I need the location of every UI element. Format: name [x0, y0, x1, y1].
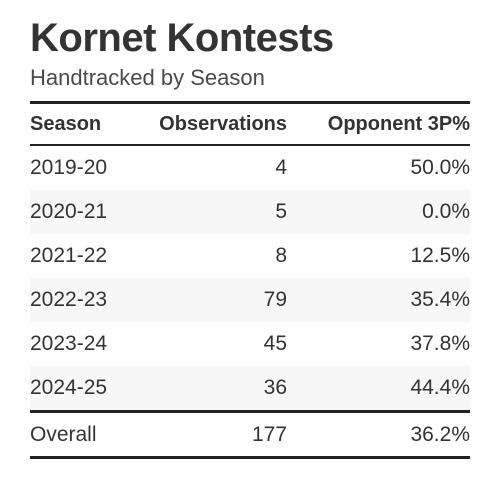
table-row: 2021-22 8 12.5% [30, 234, 470, 278]
stats-card: Kornet Kontests Handtracked by Season Se… [30, 14, 470, 459]
observations-cell: 8 [275, 244, 287, 267]
season-cell: 2020-21 [30, 190, 130, 234]
season-cell: 2023-24 [30, 332, 108, 355]
observations-cell: 5 [130, 190, 287, 234]
table-row: 2024-25 36 44.4% [30, 366, 470, 412]
summary-label: Overall [30, 422, 97, 446]
stats-table: Season Observations Opponent 3P% 2019-20… [30, 101, 470, 459]
summary-row: Overall 177 36.2% [30, 411, 470, 458]
season-cell: 2022-23 [30, 278, 130, 322]
page-title: Kornet Kontests [30, 16, 334, 60]
table-row: 2022-23 79 35.4% [30, 278, 470, 322]
table-row: 2019-20 4 50.0% [30, 145, 470, 190]
observations-cell: 4 [275, 156, 287, 179]
header-observations: Observations [159, 112, 287, 135]
opponent-3p-cell: 35.4% [287, 278, 470, 322]
season-cell: 2019-20 [30, 156, 108, 179]
season-cell: 2024-25 [30, 366, 130, 412]
header-season: Season [30, 112, 102, 135]
observations-cell: 36 [130, 366, 287, 412]
opponent-3p-cell: 0.0% [287, 190, 470, 234]
observations-cell: 79 [130, 278, 287, 322]
page-subtitle: Handtracked by Season [30, 65, 265, 90]
summary-observations: 177 [251, 422, 287, 446]
table-row: 2023-24 45 37.8% [30, 322, 470, 366]
opponent-3p-cell: 37.8% [410, 332, 470, 355]
header-opponent-3p: Opponent 3P% [327, 112, 470, 135]
season-cell: 2021-22 [30, 244, 108, 267]
summary-opponent-3p: 36.2% [410, 422, 470, 446]
opponent-3p-cell: 12.5% [410, 244, 470, 267]
table-row: 2020-21 5 0.0% [30, 190, 470, 234]
header-row: Season Observations Opponent 3P% [30, 102, 470, 145]
observations-cell: 45 [263, 332, 287, 355]
opponent-3p-cell: 50.0% [410, 156, 470, 179]
opponent-3p-cell: 44.4% [287, 366, 470, 412]
